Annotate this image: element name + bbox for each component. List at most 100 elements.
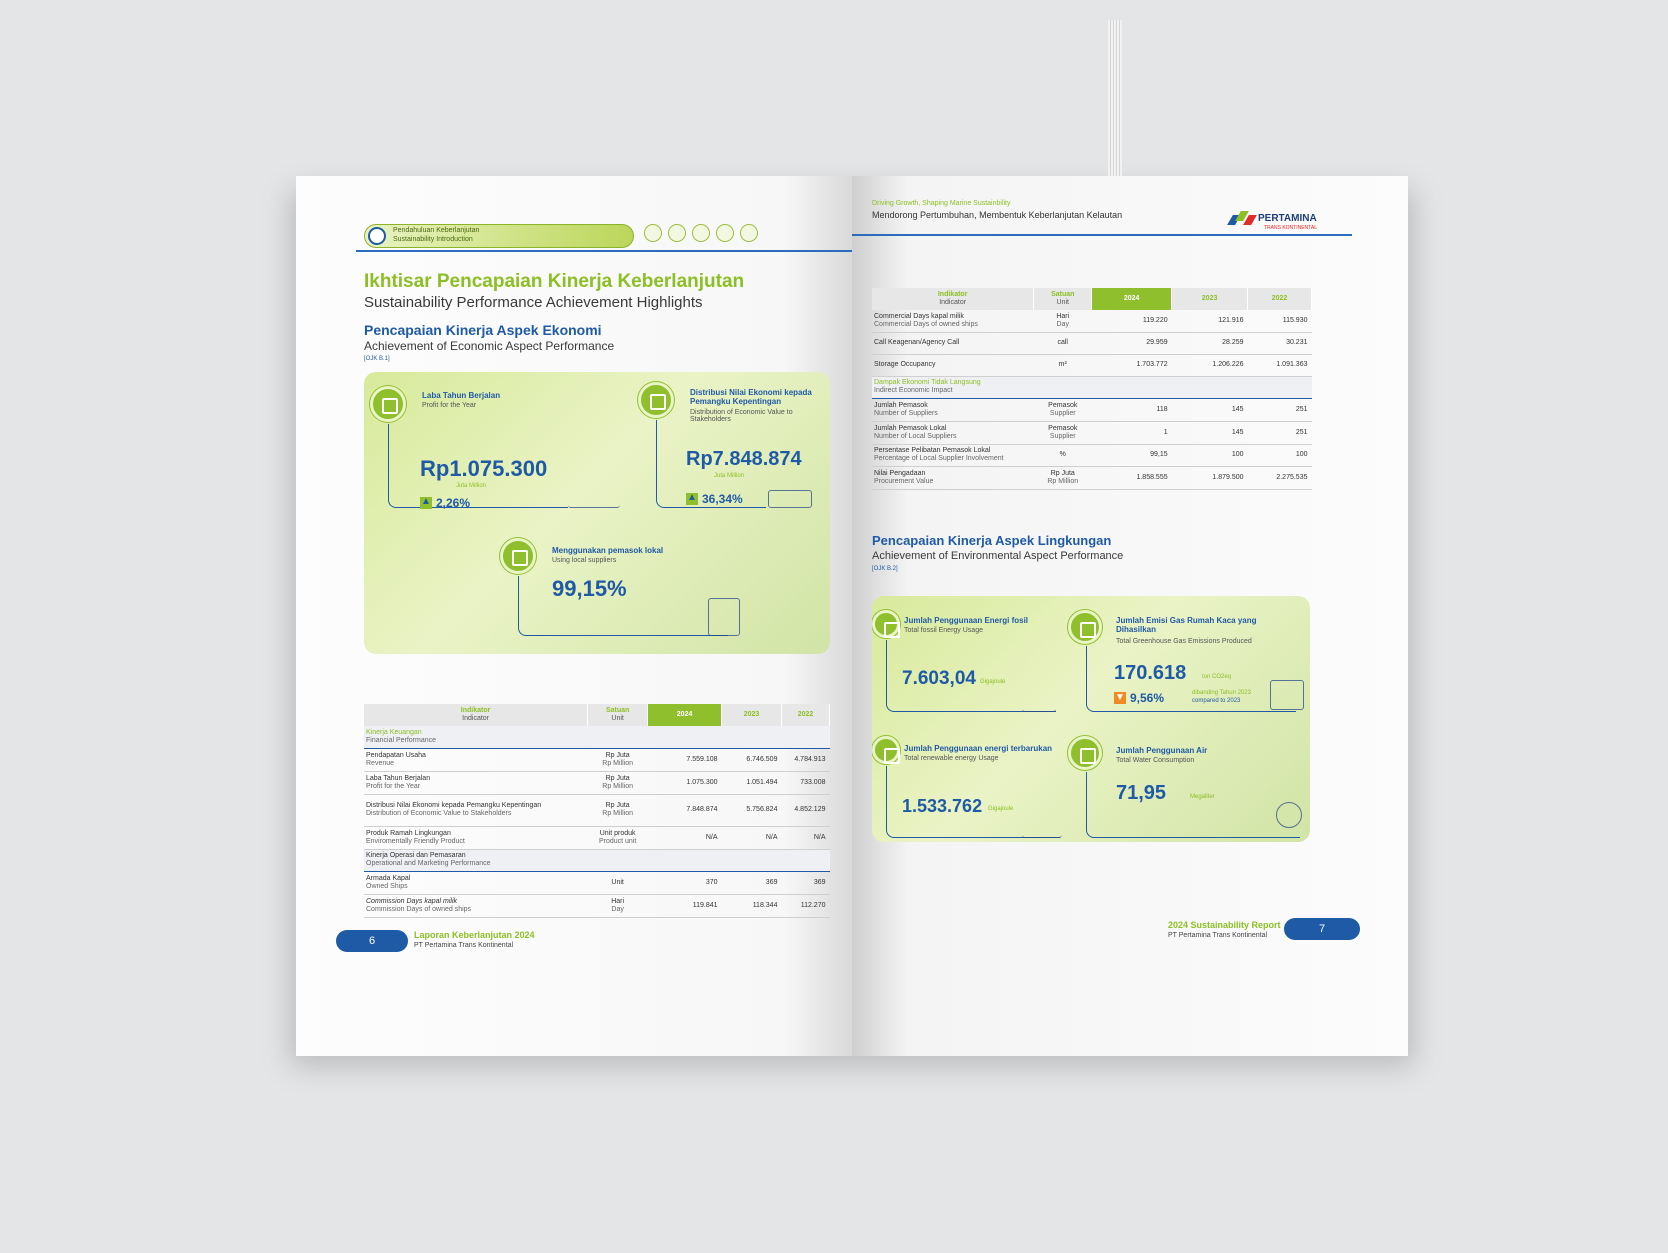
globe-water-icon xyxy=(1276,802,1302,828)
table-row: Nilai Pengadaan Procurement Value Rp Juta R… xyxy=(872,466,1312,490)
table-row: Commercial Days kapal milik Commercial Da… xyxy=(872,310,1312,333)
building-icon xyxy=(708,598,740,636)
logo-subtitle: TRANS KONTINENTAL xyxy=(1264,225,1317,231)
tagline-id: Mendorong Pertumbuhan, Membentuk Keberla… xyxy=(872,210,1123,220)
connector-line xyxy=(656,420,766,508)
footer-company: PT Pertamina Trans Kontinental xyxy=(414,942,514,949)
table-category: Kinerja Keuangan Financial Performance xyxy=(364,726,830,749)
table-row: Distribusi Nilai Ekonomi kepada Pemangku… xyxy=(364,794,830,827)
globe-icon xyxy=(692,224,710,242)
kpi-fossil-title: Jumlah Penggunaan Energi fosil xyxy=(904,616,1029,625)
chapter-title: Pendahuluan Keberlanjutan xyxy=(393,227,480,234)
table-row: Storage Occupancy m² 1.703.772 1.206.226 1.0… xyxy=(872,354,1312,377)
table-row: Pendapatan Usaha Revenue Rp Juta Rp Million… xyxy=(364,748,830,772)
network-icon xyxy=(638,382,674,418)
kpi-water-title: Jumlah Penggunaan Air xyxy=(1116,746,1208,755)
growth-bars-icon xyxy=(568,478,620,508)
kpi-ghg-subtitle: Total Greenhouse Gas Emissions Produced xyxy=(1116,638,1252,645)
kpi-profit-value: Rp1.075.300 xyxy=(420,456,548,481)
connector-line xyxy=(388,424,568,508)
page-subtitle: Sustainability Performance Achievement H… xyxy=(364,294,703,311)
cargo-ship-icon xyxy=(768,490,812,508)
kpi-water-unit: Megaliter xyxy=(1190,794,1215,800)
kpi-local-subtitle: Using local suppliers xyxy=(552,557,617,564)
chapter-icons xyxy=(644,224,758,242)
economic-highlights: Laba Tahun Berjalan Profit for the Year … xyxy=(364,372,830,654)
arrow-down-icon xyxy=(1114,692,1126,704)
ship-icon xyxy=(716,224,734,242)
table-row: Persentase Pelibatan Pemasok Lokal Percen… xyxy=(872,444,1312,467)
table-row: Jumlah Pemasok Number of Suppliers Pemasok… xyxy=(872,398,1312,422)
group-icon xyxy=(500,538,536,574)
financial-table: Indikator Indicator Satuan Unit 2024 2023 … xyxy=(364,704,831,918)
kpi-ghg-title: Jumlah Emisi Gas Rumah Kaca yang Dihasil… xyxy=(1116,616,1257,634)
table-row: Commission Days kapal milik Commission Da… xyxy=(364,894,830,918)
footer-report-title: Laporan Keberlanjutan 2024 xyxy=(414,930,535,940)
table-category: Kinerja Operasi dan Pemasaran Operational… xyxy=(364,849,830,872)
left-page: Pendahuluan Keberlanjutan Sustainability… xyxy=(296,176,852,1056)
kpi-distribution-title: Distribusi Nilai Ekonomi kepada Pemangku… xyxy=(690,388,812,406)
document-icon xyxy=(740,224,758,242)
kpi-fossil-value: 7.603,04 xyxy=(902,668,976,689)
kpi-ghg-note: dibanding Tahun 2023 xyxy=(1192,690,1251,696)
page-number: 7 xyxy=(1284,918,1360,940)
co2-cloud-icon xyxy=(1068,610,1102,644)
book-spread: Pendahuluan Keberlanjutan Sustainability… xyxy=(296,176,1408,1056)
table-row: Jumlah Pemasok Lokal Number of Local Supp… xyxy=(872,421,1312,445)
kpi-renewable-subtitle: Total renewable energy Usage xyxy=(904,755,999,762)
kpi-distribution-unit: Juta Million xyxy=(714,473,745,479)
table-category: Dampak Ekonomi Tidak Langsung Indirect Ec… xyxy=(872,376,1312,399)
arrow-up-icon xyxy=(686,492,698,505)
kpi-ghg-unit: ton CO2eq xyxy=(1202,674,1232,680)
kpi-local-title: Menggunakan pemasok lokal xyxy=(552,546,664,555)
header-rule xyxy=(852,234,1352,236)
header-rule xyxy=(356,250,852,252)
kpi-renewable-unit: Gigajoule xyxy=(988,806,1014,812)
flame-icon xyxy=(872,610,900,638)
table-row: Produk Ramah Lingkungan Enviromentally Fr… xyxy=(364,826,830,850)
kpi-ghg-note-en: compared to 2023 xyxy=(1192,698,1241,704)
oil-pump-icon xyxy=(1022,672,1056,712)
chart-growth-icon xyxy=(370,386,406,422)
chapter-pill: Pendahuluan Keberlanjutan Sustainability… xyxy=(364,224,634,248)
kpi-ghg-pct: 9,56% xyxy=(1130,691,1165,705)
environment-highlights: Jumlah Penggunaan Energi fosil Total fos… xyxy=(872,596,1310,842)
table-row: Armada Kapal Owned Ships Unit 370 369 369 xyxy=(364,871,830,895)
connector-line xyxy=(886,766,1060,838)
solar-wind-icon xyxy=(1022,802,1062,838)
water-tap-icon xyxy=(1068,736,1102,770)
kpi-profit-pct: 2,26% xyxy=(436,496,471,510)
section-title-economic: Pencapaian Kinerja Aspek Ekonomi xyxy=(364,322,602,338)
operations-table: Indikator Indicator Satuan Unit 2024 2023 … xyxy=(872,288,1312,490)
kpi-water-value: 71,95 xyxy=(1116,782,1167,804)
footer-report-title: 2024 Sustainability Report xyxy=(1168,920,1281,930)
leaf-icon xyxy=(644,224,662,242)
ojk-tag: [OJK B.2] xyxy=(872,566,898,572)
kpi-renewable-value: 1.533.762 xyxy=(902,796,983,816)
greenhouse-icon xyxy=(1270,680,1304,710)
arrow-up-icon xyxy=(420,496,432,509)
kpi-local-value: 99,15% xyxy=(552,576,627,601)
kpi-fossil-unit: Gigajoule xyxy=(980,679,1006,685)
footer-company: PT Pertamina Trans Kontinental xyxy=(1168,932,1268,939)
kpi-distribution-value: Rp7.848.874 xyxy=(686,448,802,470)
kpi-water-subtitle: Total Water Consumption xyxy=(1116,757,1195,764)
logo-name: PERTAMINA xyxy=(1258,213,1317,224)
kpi-profit-subtitle: Profit for the Year xyxy=(422,402,477,409)
kpi-profit-unit: Juta Million xyxy=(456,483,487,489)
kpi-distribution-subtitle: Distribution of Economic Value to Stakeh… xyxy=(690,409,793,423)
chapter-icon xyxy=(368,227,386,245)
pertamina-logo-icon xyxy=(1227,211,1257,227)
page-title: Ikhtisar Pencapaian Kinerja Keberlanjuta… xyxy=(364,271,745,292)
bulb-icon xyxy=(872,736,900,764)
kpi-fossil-subtitle: Total fossil Energy Usage xyxy=(904,627,983,634)
kpi-ghg-value: 170.618 xyxy=(1114,662,1187,684)
kpi-renewable-title: Jumlah Penggunaan energi terbarukan xyxy=(904,744,1053,753)
kpi-profit-title: Laba Tahun Berjalan xyxy=(422,391,501,400)
tagline-en: Driving Growth, Shaping Marine Sustainbi… xyxy=(872,200,1011,207)
section-subtitle-economic: Achievement of Economic Aspect Performan… xyxy=(364,339,615,353)
connector-line xyxy=(886,640,1056,712)
people-icon xyxy=(668,224,686,242)
connector-line xyxy=(518,576,728,636)
section-title-environment: Pencapaian Kinerja Aspek Lingkungan xyxy=(872,533,1112,548)
